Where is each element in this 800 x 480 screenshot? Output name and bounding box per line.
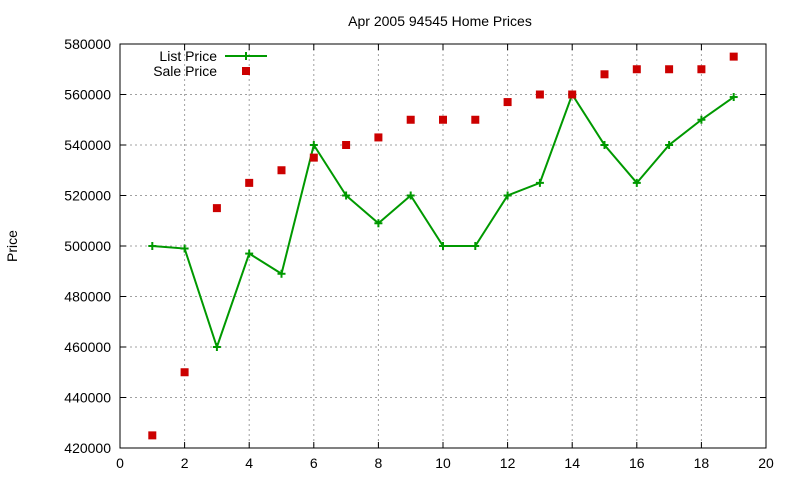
sale-price-point xyxy=(471,115,480,124)
y-axis-label: Price xyxy=(4,230,20,262)
list-price-point xyxy=(245,249,254,258)
x-tick-label: 8 xyxy=(375,455,383,471)
legend-marker-list-price xyxy=(242,52,250,60)
sale-price-point xyxy=(503,98,512,107)
y-tick-label: 560000 xyxy=(64,87,111,103)
y-tick-label: 480000 xyxy=(64,289,111,305)
grid xyxy=(120,44,766,448)
list-price-point xyxy=(471,242,480,250)
list-price-point xyxy=(180,244,189,253)
x-tick-label: 14 xyxy=(564,455,580,471)
y-tick-label: 540000 xyxy=(64,137,111,153)
sale-price-point xyxy=(729,52,738,61)
y-tick-label: 580000 xyxy=(64,36,111,52)
y-tick-label: 440000 xyxy=(64,390,111,406)
series-layer xyxy=(148,52,738,440)
sale-price-point xyxy=(342,141,351,149)
sale-price-point xyxy=(277,166,286,175)
sale-price-point xyxy=(148,431,157,440)
sale-price-point xyxy=(180,368,189,377)
y-tick-label: 420000 xyxy=(64,440,111,456)
list-price-point xyxy=(600,141,609,149)
sale-price-point xyxy=(245,178,254,187)
list-price-point xyxy=(342,191,351,200)
legend: List Price Sale Price xyxy=(153,48,267,79)
list-price-point xyxy=(148,242,157,250)
sale-price-point xyxy=(212,204,221,213)
x-tick-label: 20 xyxy=(758,455,774,471)
sale-price-point xyxy=(600,70,609,79)
x-tick-label: 0 xyxy=(116,455,124,471)
list-price-point xyxy=(212,343,221,351)
x-tick-labels: 0 2 4 6 8 10 12 14 16 18 20 xyxy=(116,455,774,471)
x-tick-label: 16 xyxy=(629,455,645,471)
list-price-point xyxy=(729,93,738,102)
legend-label-sale-price: Sale Price xyxy=(153,63,217,79)
y-tick-label: 520000 xyxy=(64,188,111,204)
x-tick-label: 6 xyxy=(310,455,318,471)
list-price-point xyxy=(632,178,641,187)
x-tick-label: 10 xyxy=(435,455,451,471)
y-tick-label: 460000 xyxy=(64,339,111,355)
sale-price-point xyxy=(665,65,674,74)
legend-marker-sale-price xyxy=(242,67,250,75)
sale-price-point xyxy=(406,115,415,124)
x-tick-label: 4 xyxy=(245,455,253,471)
list-price-point xyxy=(503,191,512,200)
list-price-point xyxy=(277,269,286,278)
sale-price-point xyxy=(535,90,544,99)
list-price-point xyxy=(697,115,706,124)
axis-ticks xyxy=(119,43,767,449)
x-tick-label: 2 xyxy=(181,455,189,471)
y-tick-labels: 420000 440000 460000 480000 500000 520000 5400… xyxy=(64,36,111,456)
list-price-point xyxy=(406,191,415,200)
list-price-point xyxy=(665,141,674,149)
x-tick-label: 18 xyxy=(694,455,710,471)
sale-price-point xyxy=(309,153,318,162)
list-price-point xyxy=(374,219,383,228)
chart-title: Apr 2005 94545 Home Prices xyxy=(348,13,532,29)
sale-price-point xyxy=(374,133,383,142)
list-price-point xyxy=(535,178,544,187)
list-price-point xyxy=(439,242,447,250)
x-tick-label: 12 xyxy=(500,455,516,471)
sale-price-point xyxy=(632,65,641,74)
sale-price-point xyxy=(697,65,706,74)
legend-plus xyxy=(242,52,250,60)
sale-price-point xyxy=(568,90,577,99)
legend-label-list-price: List Price xyxy=(159,48,217,64)
list-price-point xyxy=(309,141,318,149)
y-tick-label: 500000 xyxy=(64,238,111,254)
sale-price-point xyxy=(439,115,447,124)
